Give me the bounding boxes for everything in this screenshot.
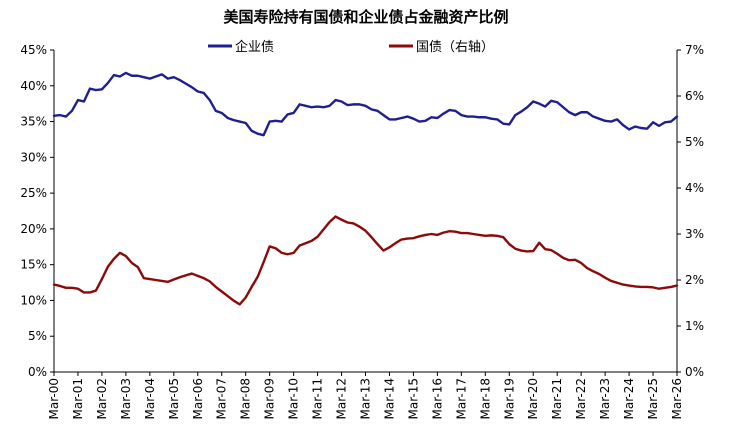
left-tick-label: 0% (28, 365, 47, 379)
x-tick-label: Mar-18 (478, 378, 492, 419)
legend: 企业债 国债（右轴） (208, 39, 494, 55)
x-tick-label: Mar-08 (239, 378, 253, 419)
x-tick-label: Mar-09 (263, 378, 277, 419)
x-tick-label: Mar-16 (430, 378, 444, 419)
right-y-axis-ticks: 0% 1% 2% 3% 4% 5% 6% 7% (677, 43, 704, 379)
x-tick-label: Mar-23 (598, 378, 612, 419)
right-tick-label: 2% (685, 273, 704, 287)
x-tick-label: Mar-01 (71, 378, 85, 419)
x-tick-label: Mar-22 (574, 378, 588, 419)
x-tick-label: Mar-00 (47, 378, 61, 419)
right-tick-label: 3% (685, 227, 704, 241)
right-tick-label: 5% (685, 135, 704, 149)
left-tick-label: 35% (20, 115, 47, 129)
x-tick-label: Mar-04 (143, 378, 157, 419)
right-tick-label: 6% (685, 89, 704, 103)
legend-label-corporate-bonds: 企业债 (235, 39, 274, 55)
series-line-treasuries (52, 215, 679, 306)
left-tick-label: 45% (20, 43, 47, 57)
left-y-axis-ticks: 0% 5% 10% 15% 20% 25% 30% 35% 40% 45% (20, 43, 54, 379)
left-tick-label: 40% (20, 79, 47, 93)
x-tick-label: Mar-17 (454, 378, 468, 419)
left-tick-label: 20% (20, 222, 47, 236)
series-lines (52, 71, 679, 306)
left-tick-label: 30% (20, 150, 47, 164)
right-tick-label: 0% (685, 365, 704, 379)
x-tick-label: Mar-25 (646, 378, 660, 419)
x-tick-label: Mar-14 (382, 378, 396, 419)
x-tick-label: Mar-13 (359, 378, 373, 419)
left-tick-label: 5% (28, 329, 47, 343)
x-tick-label: Mar-11 (311, 378, 325, 419)
x-tick-label: Mar-07 (215, 378, 229, 419)
x-tick-label: Mar-26 (670, 378, 684, 419)
x-tick-label: Mar-15 (406, 378, 420, 419)
x-tick-label: Mar-10 (287, 378, 301, 419)
x-tick-label: Mar-20 (526, 378, 540, 419)
chart-title: 美国寿险持有国债和企业债占金融资产比例 (223, 8, 508, 26)
x-tick-label: Mar-05 (167, 378, 181, 419)
x-tick-label: Mar-03 (119, 378, 133, 419)
legend-label-treasuries: 国债（右轴） (416, 40, 494, 55)
x-tick-label: Mar-02 (95, 378, 109, 419)
x-tick-label: Mar-12 (335, 378, 349, 419)
axes (53, 50, 678, 373)
left-tick-label: 10% (20, 293, 47, 307)
right-tick-label: 1% (685, 319, 704, 333)
x-tick-label: Mar-24 (622, 378, 636, 419)
x-tick-label: Mar-06 (191, 378, 205, 419)
left-tick-label: 25% (20, 186, 47, 200)
left-tick-label: 15% (20, 258, 47, 272)
x-tick-label: Mar-19 (502, 378, 516, 419)
x-axis-ticks: Mar-00 Mar-01 Mar-02 Mar-03 Mar-04 Mar-05 Mar-… (47, 372, 684, 419)
series-line-corporate-bonds (52, 71, 679, 137)
right-tick-label: 4% (685, 181, 704, 195)
x-tick-label: Mar-21 (550, 378, 564, 419)
right-tick-label: 7% (685, 43, 704, 57)
